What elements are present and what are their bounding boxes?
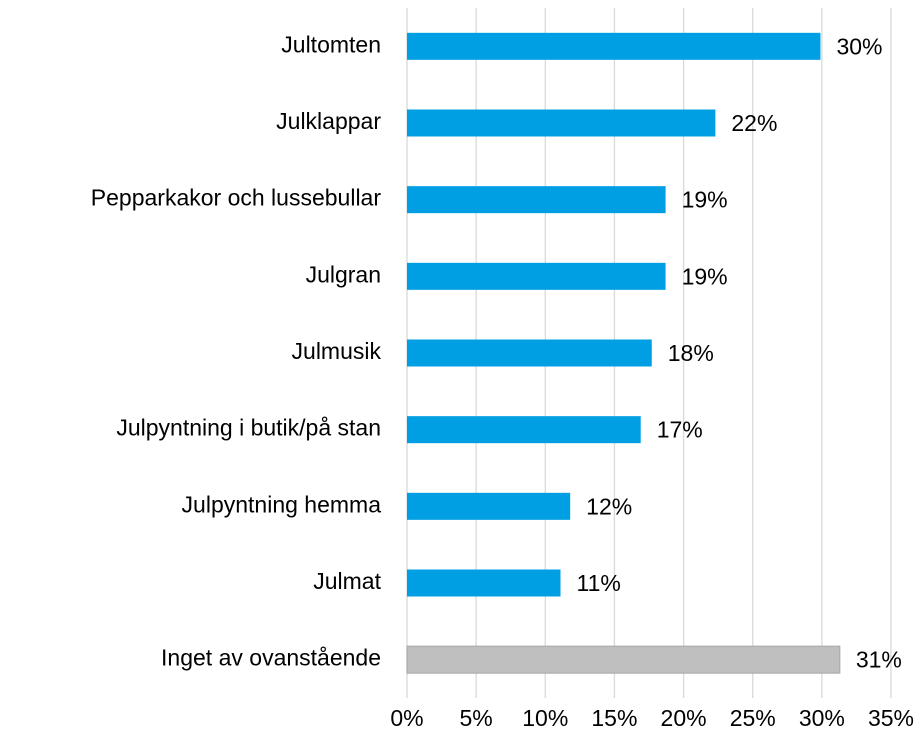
bar — [407, 416, 641, 444]
y-tick-label: Julmusik — [292, 338, 382, 364]
value-label: 19% — [682, 263, 728, 289]
value-label: 19% — [682, 187, 728, 213]
bar — [407, 262, 666, 290]
y-tick-label: Julklappar — [276, 108, 381, 134]
value-label: 30% — [836, 33, 882, 59]
x-tick-label: 0% — [390, 705, 423, 731]
y-tick-label: Julgran — [306, 261, 381, 287]
x-tick-label: 20% — [661, 705, 707, 731]
value-label: 17% — [657, 417, 703, 443]
bar — [407, 339, 652, 367]
y-tick-label: Jultomten — [281, 31, 381, 57]
y-tick-label: Julpyntning i butik/på stan — [116, 415, 381, 441]
x-tick-label: 30% — [799, 705, 845, 731]
x-tick-label: 5% — [460, 705, 493, 731]
bar — [407, 186, 666, 214]
bar — [407, 569, 561, 597]
y-tick-label: Julmat — [313, 568, 381, 594]
value-label: 31% — [856, 647, 902, 673]
bar — [407, 492, 571, 520]
bar — [406, 645, 841, 674]
value-label: 22% — [731, 110, 777, 136]
y-tick-label: Pepparkakor och lussebullar — [91, 185, 382, 211]
y-tick-label: Julpyntning hemma — [182, 491, 382, 517]
bar — [407, 32, 821, 60]
y-tick-label: Inget av ovanstående — [161, 645, 381, 671]
value-label: 12% — [586, 493, 632, 519]
bar — [407, 109, 716, 137]
x-tick-label: 35% — [868, 705, 914, 731]
x-tick-label: 10% — [522, 705, 568, 731]
x-tick-label: 15% — [591, 705, 637, 731]
value-label: 11% — [576, 570, 620, 596]
value-label: 18% — [668, 340, 714, 366]
x-tick-label: 25% — [730, 705, 776, 731]
